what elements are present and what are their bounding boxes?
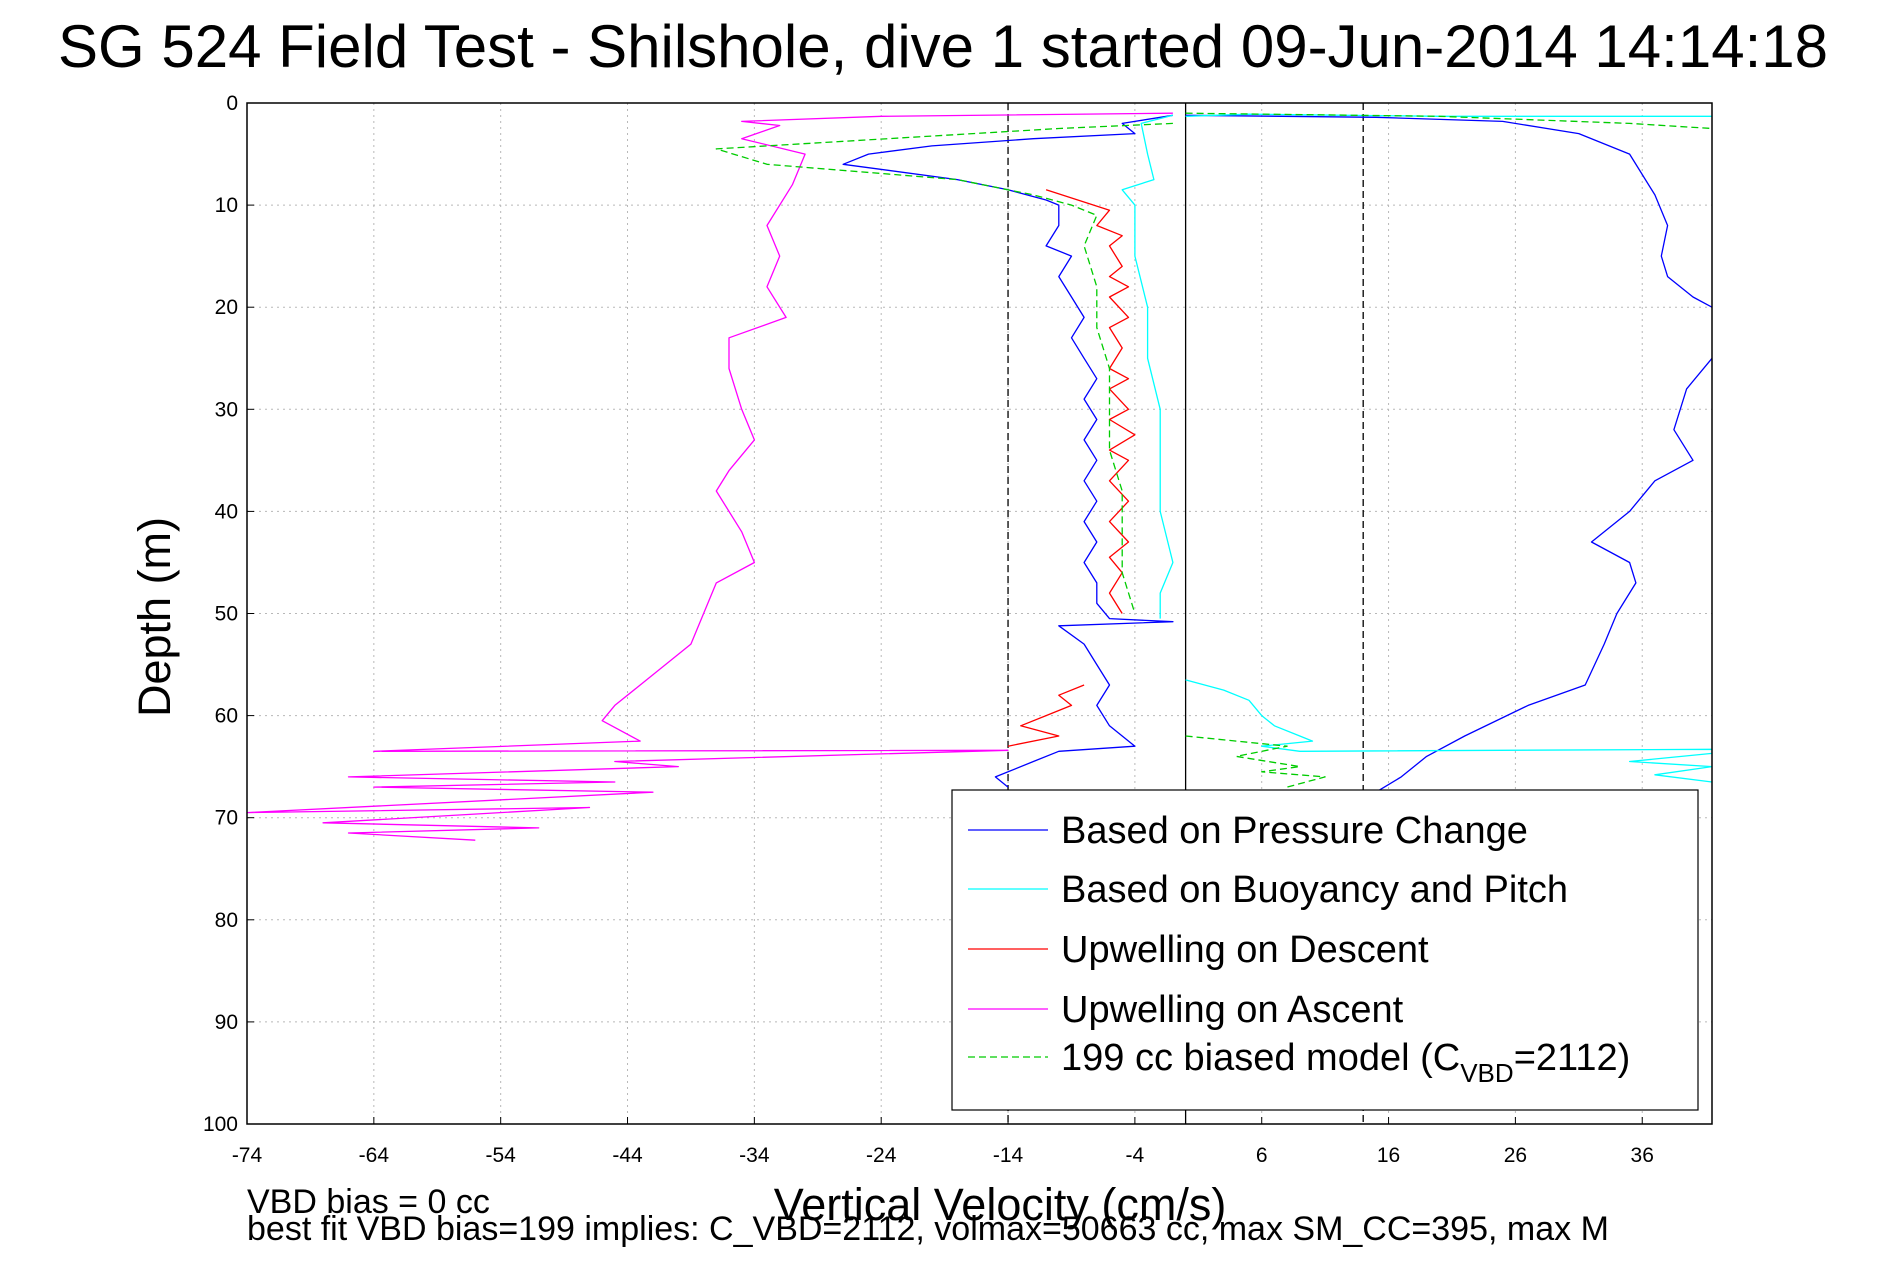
y-tick-label: 70 (215, 807, 238, 830)
y-tick-label: 60 (215, 705, 238, 728)
footer-best-fit: best fit VBD bias=199 implies: C_VBD=211… (247, 1210, 1609, 1248)
y-tick-label: 10 (215, 194, 238, 217)
x-axis-label: Vertical Velocity (cm/s) (774, 1179, 1227, 1230)
series-line-based-on-pressure-change (1185, 114, 1712, 793)
y-tick-label: 40 (215, 500, 238, 523)
series-line-199-cc-biased-model-c-vbd-2112 (1185, 735, 1326, 788)
y-tick-label: 30 (215, 398, 238, 421)
x-tick-labels: -74 -64 -54 -44 -34 -24 -14 -4 6 16 26 36 (232, 1117, 1654, 1167)
y-tick-label: 80 (215, 909, 238, 932)
footer-vbd-bias: VBD bias = 0 cc (247, 1183, 490, 1221)
legend-box (951, 789, 1699, 1111)
x-tick-label: 26 (1504, 1144, 1527, 1167)
legend-label-based-on-buoyancy-and-pitch: Based on Buoyancy and Pitch (1061, 869, 1568, 911)
y-tick-label: 50 (215, 603, 238, 626)
series-layer (247, 112, 1712, 841)
x-tick-label: -74 (232, 1144, 263, 1167)
series-line-based-on-buoyancy-and-pitch (1185, 679, 1712, 783)
y-tick-label: 0 (226, 92, 238, 115)
x-tick-label: -34 (739, 1144, 770, 1167)
x-tick-label: 36 (1631, 1144, 1654, 1167)
x-tick-label: -54 (485, 1144, 516, 1167)
y-axis-label: Depth (m) (129, 517, 180, 717)
x-tick-label: 6 (1256, 1144, 1268, 1167)
y-tick-label: 20 (215, 296, 238, 319)
series-line-upwelling-on-descent (1007, 684, 1085, 747)
y-tick-label: 90 (215, 1011, 238, 1034)
y-tick-labels: 0 10 20 30 40 50 60 70 80 90 100 (203, 92, 254, 1136)
series-line-upwelling-on-descent (1045, 189, 1136, 614)
x-tick-label: -64 (359, 1144, 390, 1167)
legend-label-upwelling-on-descent: Upwelling on Descent (1061, 929, 1429, 971)
x-tick-label: 16 (1377, 1144, 1400, 1167)
series-line-based-on-buoyancy-and-pitch (1121, 114, 1174, 619)
series-line-199-cc-biased-model-c-vbd-2112 (1185, 112, 1712, 130)
chart-title: SG 524 Field Test - Shilshole, dive 1 st… (58, 13, 1828, 80)
x-tick-label: -44 (612, 1144, 643, 1167)
series-line-199-cc-biased-model-c-vbd-2112 (715, 122, 1173, 614)
y-tick-label: 100 (203, 1113, 238, 1136)
x-tick-label: -24 (866, 1144, 897, 1167)
legend-label-upwelling-on-ascent: Upwelling on Ascent (1061, 989, 1404, 1031)
legend-label-based-on-pressure-change: Based on Pressure Change (1061, 810, 1528, 852)
legend: Based on Pressure Change Based on Buoyanc… (951, 789, 1699, 1111)
series-line-upwelling-on-ascent (247, 112, 1173, 841)
x-tick-label: -4 (1126, 1144, 1145, 1167)
x-tick-label: -14 (993, 1144, 1024, 1167)
